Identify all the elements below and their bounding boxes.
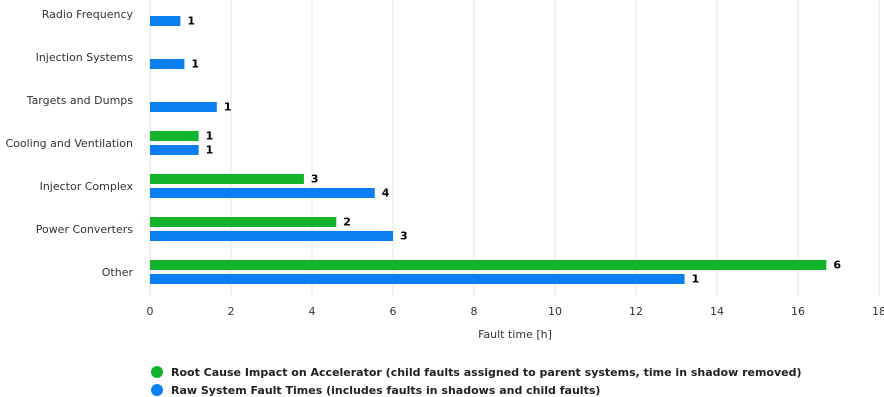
x-tick-label: 12 (629, 305, 643, 318)
bar (150, 174, 304, 184)
legend-label: Raw System Fault Times (includes faults … (171, 384, 600, 397)
bar (150, 102, 217, 112)
x-tick-label: 8 (471, 305, 478, 318)
x-tick-label: 2 (228, 305, 235, 318)
bar (150, 16, 181, 26)
legend-marker (151, 366, 163, 378)
data-label: 4 (382, 187, 390, 200)
data-label: 3 (311, 173, 319, 186)
data-label: 1 (191, 58, 199, 71)
data-label: 1 (187, 15, 195, 28)
bar (150, 260, 827, 270)
data-label: 3 (400, 230, 408, 243)
bar (150, 231, 393, 241)
bar (150, 274, 685, 284)
y-tick-label: Injector Complex (40, 180, 134, 193)
data-label: 2 (343, 216, 351, 229)
y-tick-label: Injection Systems (36, 51, 134, 64)
data-label: 1 (206, 144, 214, 157)
x-tick-label: 14 (710, 305, 724, 318)
data-label: 1 (206, 130, 214, 143)
x-axis-label: Fault time [h] (478, 328, 552, 341)
y-tick-label: Radio Frequency (42, 8, 134, 21)
bar (150, 188, 375, 198)
data-label: 6 (833, 259, 841, 272)
legend-label: Root Cause Impact on Accelerator (child … (171, 366, 802, 379)
x-tick-label: 4 (309, 305, 316, 318)
x-tick-label: 10 (548, 305, 562, 318)
data-label: 1 (692, 273, 700, 286)
y-tick-label: Other (102, 266, 134, 279)
x-tick-label: 0 (147, 305, 154, 318)
x-tick-label: 18 (872, 305, 884, 318)
y-tick-label: Cooling and Ventilation (5, 137, 133, 150)
legend-marker (151, 384, 163, 396)
y-tick-label: Power Converters (36, 223, 134, 236)
bar (150, 131, 199, 141)
bar (150, 217, 337, 227)
bar (150, 145, 199, 155)
data-label: 1 (224, 101, 232, 114)
y-tick-label: Targets and Dumps (26, 94, 134, 107)
x-tick-label: 6 (390, 305, 397, 318)
x-tick-label: 16 (791, 305, 805, 318)
bar (150, 59, 185, 69)
